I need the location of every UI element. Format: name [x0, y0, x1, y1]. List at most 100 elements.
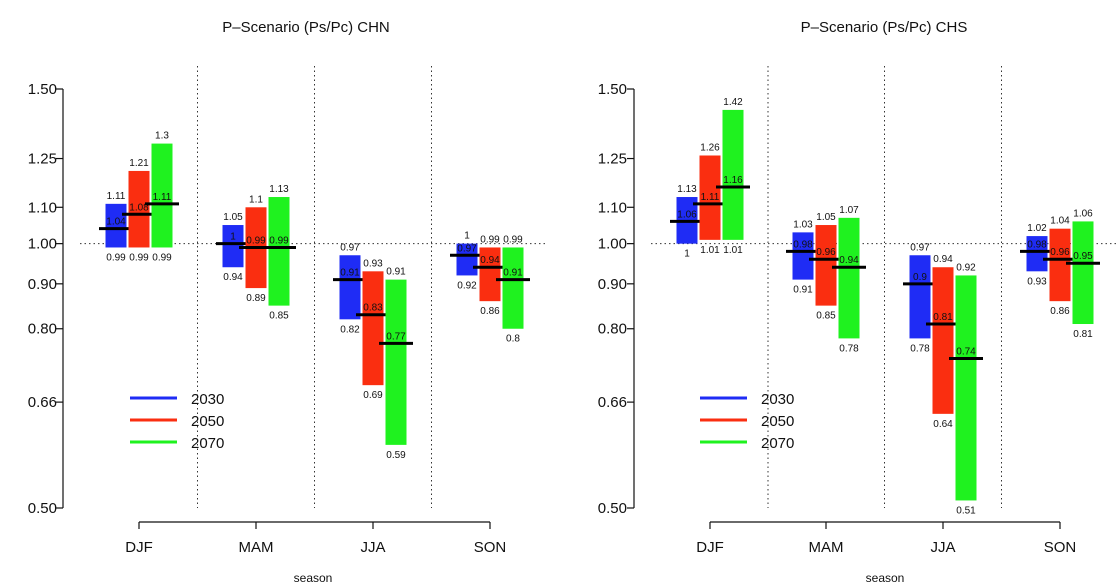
median-value-label: 0.91 [503, 268, 523, 279]
y-tick-label: 1.25 [598, 151, 627, 168]
low-value-label: 0.64 [933, 419, 953, 430]
high-value-label: 1.06 [1073, 208, 1093, 219]
y-tick-label: 1.00 [598, 236, 627, 253]
chart-title: P–Scenario (Ps/Pc) CHN [222, 19, 390, 36]
low-value-label: 0.89 [246, 293, 266, 304]
median-value-label: 1.06 [677, 209, 697, 220]
low-value-label: 0.85 [816, 311, 836, 322]
range-bar [792, 232, 814, 280]
range-bar [1026, 236, 1048, 272]
x-tick-label: SON [1044, 539, 1077, 556]
high-value-label: 1.04 [1050, 216, 1070, 227]
high-value-label: 1.07 [839, 205, 859, 216]
median-value-label: 1.04 [106, 217, 126, 228]
y-tick-label: 1.10 [28, 199, 57, 216]
y-tick-label: 0.50 [28, 500, 57, 517]
y-tick-label: 1.10 [598, 199, 627, 216]
y-tick-label: 1.25 [28, 151, 57, 168]
low-value-label: 0.81 [1073, 329, 1093, 340]
y-tick-label: 0.80 [28, 321, 57, 338]
low-value-label: 0.78 [839, 343, 859, 354]
x-tick-label: JJA [360, 539, 385, 556]
high-value-label: 0.92 [956, 262, 976, 273]
range-bar [268, 197, 290, 306]
high-value-label: 1.13 [677, 184, 697, 195]
low-value-label: 0.86 [1050, 306, 1070, 317]
median-value-label: 0.98 [793, 239, 813, 250]
x-tick-label: MAM [239, 539, 274, 556]
median-value-label: 1.16 [723, 175, 743, 186]
low-value-label: 0.99 [129, 252, 149, 263]
median-value-label: 0.96 [816, 247, 836, 258]
range-bar [128, 170, 150, 248]
high-value-label: 1.21 [129, 158, 149, 169]
y-tick-label: 0.50 [598, 500, 627, 517]
median-value-label: 0.99 [269, 235, 289, 246]
low-value-label: 0.78 [910, 343, 930, 354]
high-value-label: 1.03 [793, 219, 813, 230]
legend-label: 2030 [761, 391, 794, 408]
median-value-label: 0.83 [363, 303, 383, 314]
panel-chs: P–Scenario (Ps/Pc) CHS season 0.50 0.66 0.… [598, 19, 1117, 585]
median-value-label: 1.11 [153, 192, 172, 203]
high-value-label: 1.02 [1027, 223, 1047, 234]
range-bar [955, 275, 977, 501]
median-value-label: 0.95 [1073, 251, 1093, 262]
legend-label: 2050 [191, 413, 224, 430]
median-value-label: 0.9 [913, 272, 927, 283]
x-axis-label: season [294, 571, 333, 585]
median-value-label: 0.96 [1050, 247, 1070, 258]
median-value-label: 1.08 [129, 202, 149, 213]
median-value-label: 0.94 [480, 255, 500, 266]
low-value-label: 1.01 [723, 245, 743, 256]
low-value-label: 1 [684, 249, 690, 260]
low-value-label: 0.93 [1027, 276, 1047, 287]
range-bar [222, 225, 244, 268]
high-value-label: 1.11 [107, 191, 126, 202]
legend-label: 2070 [191, 435, 224, 452]
low-value-label: 0.82 [340, 324, 360, 335]
y-tick-label: 1.50 [28, 81, 57, 98]
range-bar [479, 247, 501, 302]
median-value-label: 0.94 [839, 255, 859, 266]
high-value-label: 1.3 [155, 131, 169, 142]
range-bar [909, 255, 931, 339]
high-value-label: 1.13 [269, 184, 289, 195]
low-value-label: 0.59 [386, 450, 406, 461]
low-value-label: 1.01 [700, 245, 720, 256]
range-bar [105, 203, 127, 248]
range-bar [932, 267, 954, 414]
range-bar [502, 247, 524, 329]
range-bar [385, 279, 407, 445]
x-tick-label: SON [474, 539, 507, 556]
low-value-label: 0.86 [480, 306, 500, 317]
x-axis-label: season [866, 571, 905, 585]
x-tick-label: DJF [125, 539, 153, 556]
median-value-label: 1.11 [701, 192, 720, 203]
high-value-label: 1.05 [223, 212, 243, 223]
high-value-label: 1 [464, 231, 470, 242]
legend-label: 2030 [191, 391, 224, 408]
y-tick-label: 0.80 [598, 321, 627, 338]
x-tick-label: DJF [696, 539, 724, 556]
range-bar [151, 143, 173, 248]
high-value-label: 1.1 [249, 194, 263, 205]
range-bar [699, 155, 721, 240]
y-tick-label: 0.66 [28, 394, 57, 411]
range-bar [339, 255, 361, 320]
high-value-label: 0.91 [386, 267, 406, 278]
range-bar [722, 109, 744, 240]
low-value-label: 0.8 [506, 334, 520, 345]
median-value-label: 0.91 [340, 268, 360, 279]
median-value-label: 0.98 [1027, 239, 1047, 250]
high-value-label: 0.93 [363, 258, 383, 269]
y-tick-label: 1.00 [28, 236, 57, 253]
y-tick-label: 0.90 [28, 276, 57, 293]
panel-chn: P–Scenario (Ps/Pc) CHN season 0.50 0.66 0.… [28, 19, 548, 585]
high-value-label: 1.05 [816, 212, 836, 223]
median-value-label: 0.77 [386, 331, 406, 342]
low-value-label: 0.91 [793, 285, 813, 296]
low-value-label: 0.99 [152, 252, 172, 263]
legend-label: 2070 [761, 435, 794, 452]
